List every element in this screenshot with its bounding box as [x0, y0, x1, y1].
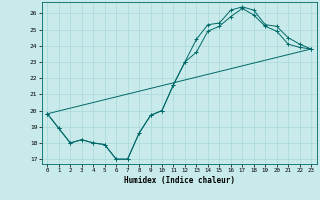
X-axis label: Humidex (Indice chaleur): Humidex (Indice chaleur) — [124, 176, 235, 185]
